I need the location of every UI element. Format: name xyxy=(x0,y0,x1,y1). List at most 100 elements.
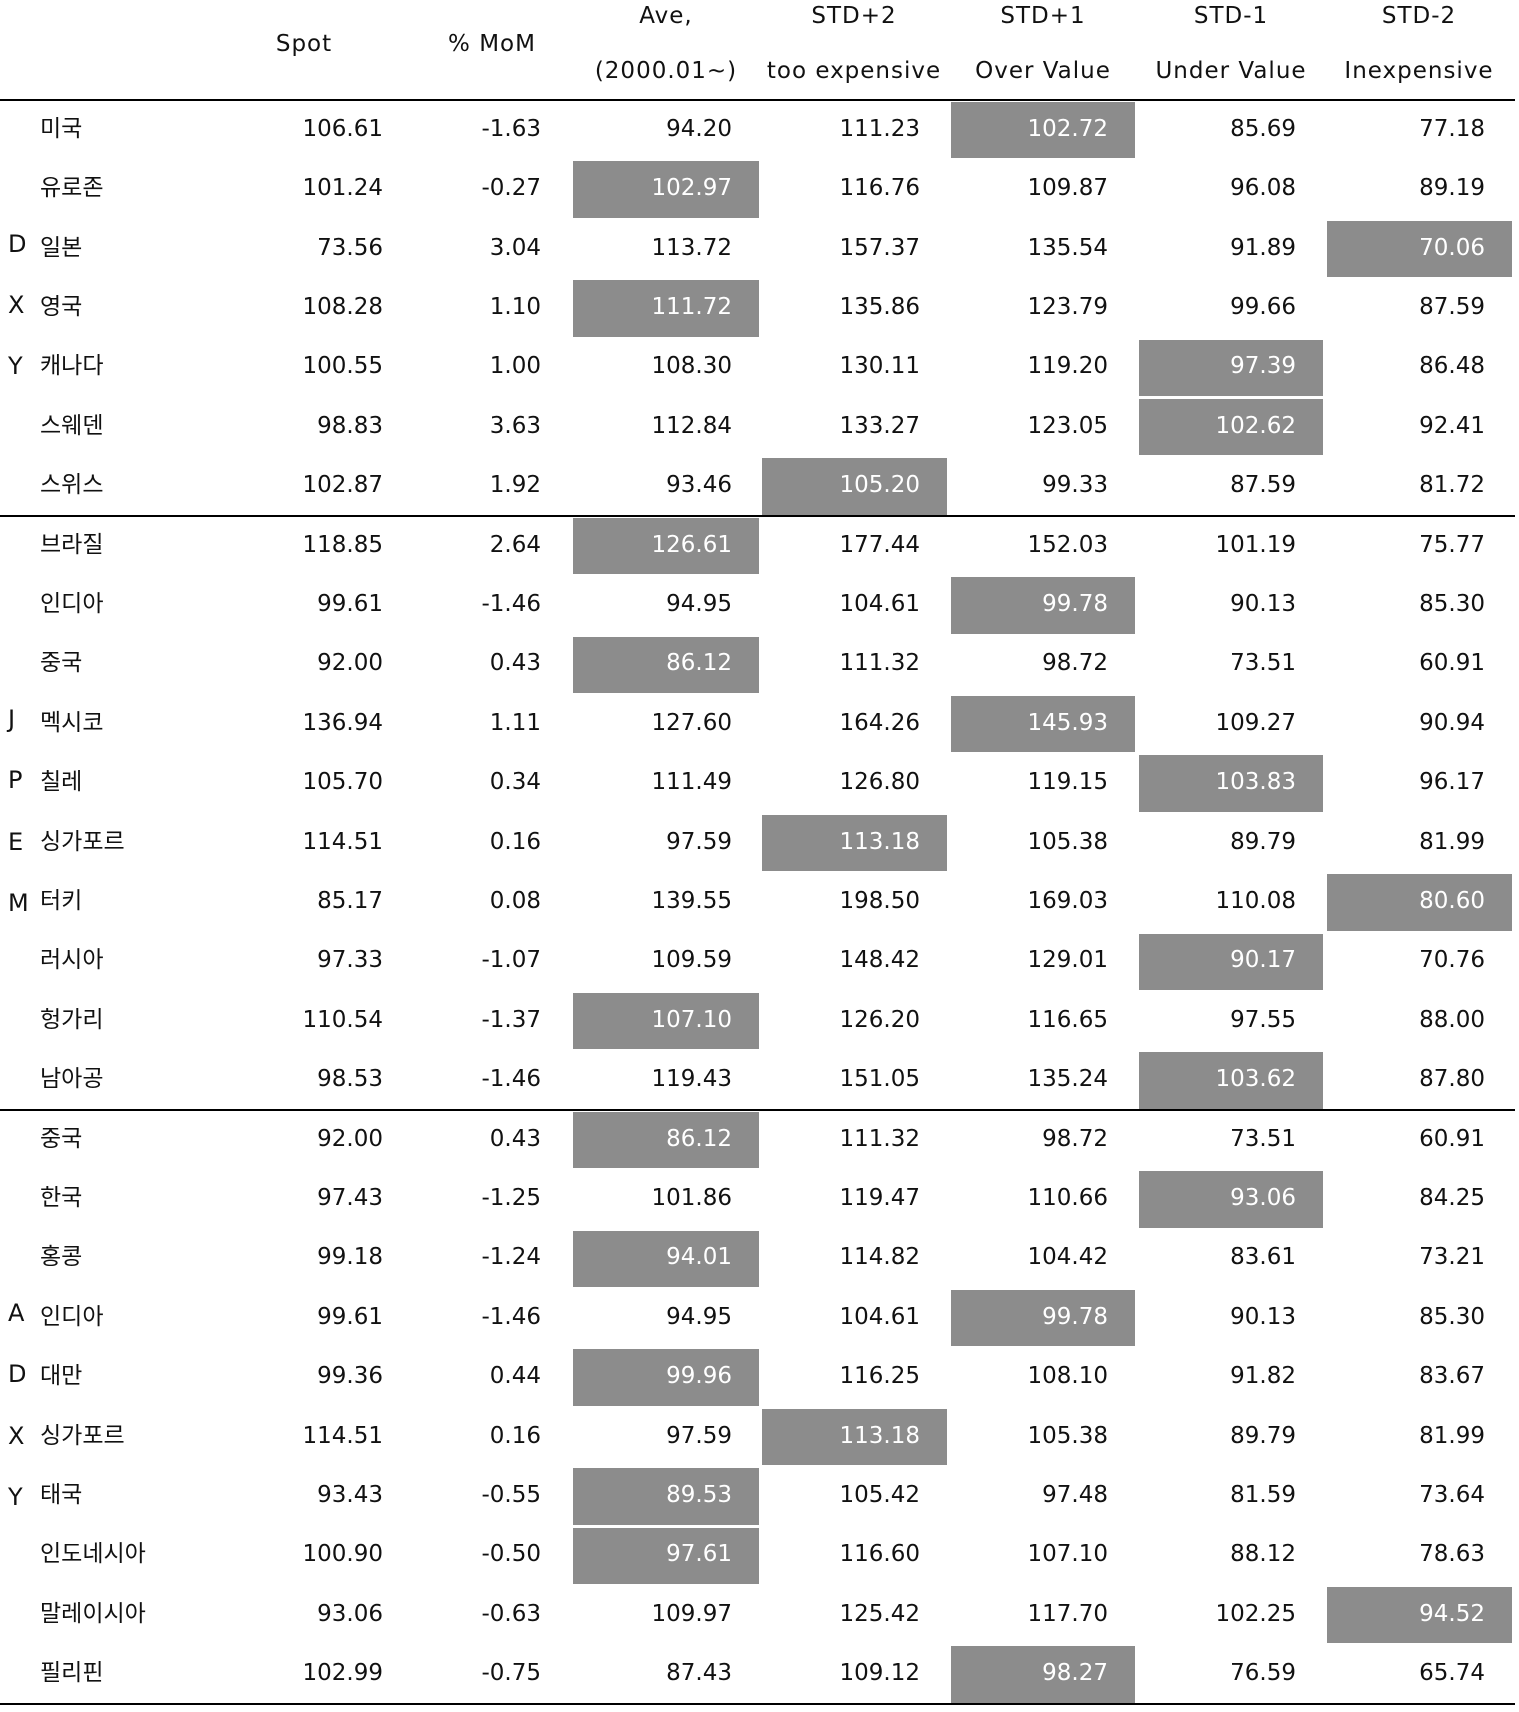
cell-value: 1.10 xyxy=(489,293,541,320)
highlight-cell xyxy=(951,577,1135,634)
cell-value: 118.85 xyxy=(302,531,383,558)
cell-value: 111.23 xyxy=(839,115,920,142)
cell-value: 111.72 xyxy=(651,293,732,320)
cell-value: 101.86 xyxy=(651,1184,732,1211)
cell-value: 99.36 xyxy=(317,1363,383,1390)
cell-value: 73.21 xyxy=(1419,1244,1485,1271)
cell-value: 90.17 xyxy=(1230,947,1296,974)
cell-value: 93.06 xyxy=(1230,1184,1296,1211)
cell-value: 94.20 xyxy=(666,115,732,142)
cell-value: 92.00 xyxy=(317,1125,383,1152)
cell-value: 105.38 xyxy=(1027,828,1108,855)
cell-value: 89.79 xyxy=(1230,828,1296,855)
cell-value: 112.84 xyxy=(651,412,732,439)
highlight-cell xyxy=(951,102,1135,159)
highlight-cell xyxy=(1139,1171,1323,1228)
cell-value: 100.55 xyxy=(302,353,383,380)
group-label: X xyxy=(8,1421,25,1450)
cell-value: 0.44 xyxy=(489,1363,541,1390)
cell-value: 73.64 xyxy=(1419,1481,1485,1508)
column-header: Ave, xyxy=(639,3,693,29)
group-label: J xyxy=(8,704,16,733)
cell-value: 81.99 xyxy=(1419,1422,1485,1449)
cell-value: 110.54 xyxy=(302,1006,383,1033)
cell-value: 1.11 xyxy=(489,709,541,736)
row-label: 남아공 xyxy=(40,1066,104,1093)
cell-value: 3.63 xyxy=(489,412,541,439)
row-label: 인디아 xyxy=(40,590,104,617)
cell-value: 99.18 xyxy=(317,1244,383,1271)
cell-value: 73.56 xyxy=(317,234,383,261)
cell-value: 109.12 xyxy=(839,1660,920,1687)
cell-value: 98.53 xyxy=(317,1066,383,1093)
row-label: 미국 xyxy=(40,115,83,142)
row-label: 유로존 xyxy=(40,175,104,202)
cell-value: 70.76 xyxy=(1419,947,1485,974)
highlight-cell xyxy=(573,1468,759,1525)
cell-value: 129.01 xyxy=(1027,947,1108,974)
cell-value: 107.10 xyxy=(1027,1541,1108,1568)
cell-value: 104.42 xyxy=(1027,1244,1108,1271)
cell-value: 108.30 xyxy=(651,353,732,380)
row-label: 러시아 xyxy=(40,947,104,974)
cell-value: -1.46 xyxy=(481,1066,541,1093)
cell-value: 198.50 xyxy=(839,887,920,914)
group-label: P xyxy=(8,766,23,795)
group-rule xyxy=(0,1702,1515,1705)
cell-value: -1.46 xyxy=(481,1303,541,1330)
column-header: STD-1 xyxy=(1193,3,1269,29)
group-label: D xyxy=(8,229,27,258)
cell-value: 102.72 xyxy=(1027,115,1108,142)
cell-value: 0.16 xyxy=(489,1422,541,1449)
cell-value: 99.78 xyxy=(1042,590,1108,617)
cell-value: 157.37 xyxy=(839,234,920,261)
row-label: 스웨덴 xyxy=(40,412,104,439)
cell-value: 89.79 xyxy=(1230,1422,1296,1449)
highlight-cell xyxy=(573,1349,759,1406)
cell-value: 106.61 xyxy=(302,115,383,142)
cell-value: 113.18 xyxy=(839,828,920,855)
cell-value: 75.77 xyxy=(1419,531,1485,558)
cell-value: 99.78 xyxy=(1042,1303,1108,1330)
cell-value: 105.38 xyxy=(1027,1422,1108,1449)
highlight-cell xyxy=(762,814,947,872)
row-label: 헝가리 xyxy=(40,1006,104,1033)
cell-value: 109.87 xyxy=(1027,175,1108,202)
cell-value: 105.70 xyxy=(302,769,383,796)
cell-value: 103.62 xyxy=(1215,1066,1296,1093)
cell-value: 97.59 xyxy=(666,1422,732,1449)
cell-value: 109.97 xyxy=(651,1600,732,1627)
cell-value: 104.61 xyxy=(839,590,920,617)
group-label: Y xyxy=(8,352,23,381)
cell-value: 116.25 xyxy=(839,1363,920,1390)
cell-value: 102.62 xyxy=(1215,412,1296,439)
row-label: 싱가포르 xyxy=(40,1422,125,1449)
row-label: 태국 xyxy=(40,1481,83,1508)
cell-value: 90.94 xyxy=(1419,709,1485,736)
cell-value: -0.63 xyxy=(481,1600,541,1627)
cell-value: 89.53 xyxy=(666,1481,732,1508)
highlight-cell xyxy=(573,1111,759,1169)
cell-value: 101.19 xyxy=(1215,531,1296,558)
row-label: 싱가포르 xyxy=(40,828,125,855)
cell-value: 96.17 xyxy=(1419,769,1485,796)
cell-value: 97.48 xyxy=(1042,1481,1108,1508)
column-header: Over Value xyxy=(975,58,1111,84)
cell-value: 89.19 xyxy=(1419,175,1485,202)
cell-value: 136.94 xyxy=(302,709,383,736)
cell-value: 114.82 xyxy=(839,1244,920,1271)
cell-value: 83.61 xyxy=(1230,1244,1296,1271)
cell-value: 177.44 xyxy=(839,531,920,558)
highlight-cell xyxy=(1327,874,1512,931)
cell-value: -1.07 xyxy=(481,947,541,974)
cell-value: 130.11 xyxy=(839,353,920,380)
cell-value: 135.24 xyxy=(1027,1066,1108,1093)
cell-value: 114.51 xyxy=(302,828,383,855)
header-rule xyxy=(0,99,1515,101)
cell-value: 0.43 xyxy=(489,1125,541,1152)
cell-value: 99.66 xyxy=(1230,293,1296,320)
cell-value: 123.05 xyxy=(1027,412,1108,439)
cell-value: 119.20 xyxy=(1027,353,1108,380)
cell-value: 92.00 xyxy=(317,650,383,677)
cell-value: 94.95 xyxy=(666,1303,732,1330)
